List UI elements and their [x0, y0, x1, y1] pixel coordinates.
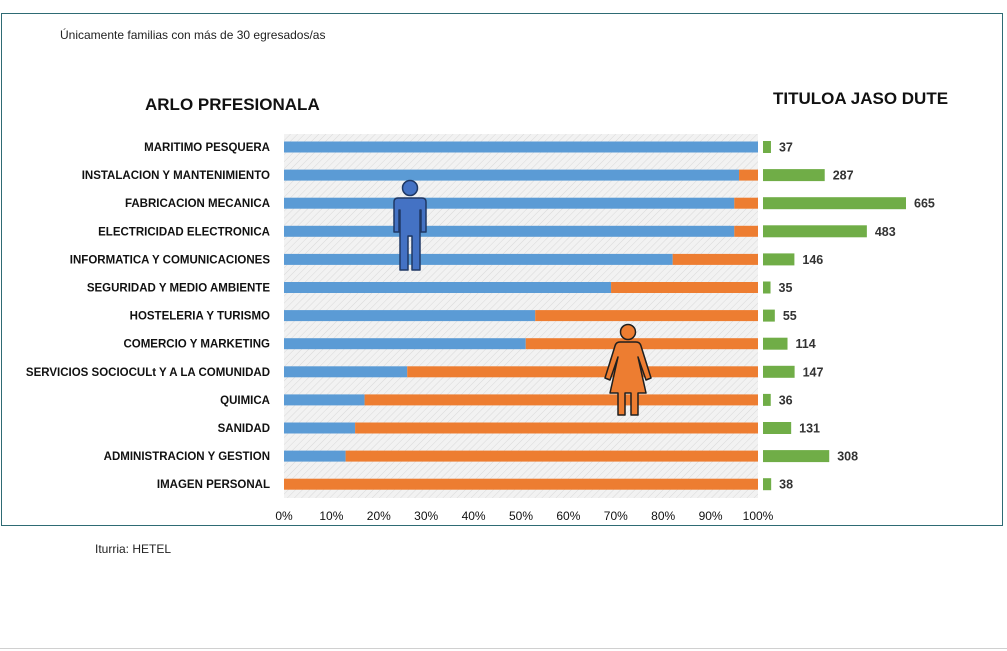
category-label: INFORMATICA Y COMUNICACIONES [70, 254, 271, 266]
total-bar [763, 393, 771, 406]
total-bar [763, 365, 795, 378]
female-bar [407, 366, 758, 378]
category-label: SANIDAD [218, 423, 270, 435]
category-label: ELECTRICIDAD ELECTRONICA [98, 226, 270, 238]
total-bar [763, 169, 825, 182]
left-chart-title: ARLO PRFESIONALA [145, 95, 320, 114]
category-label: INSTALACION Y MANTENIMIENTO [82, 170, 270, 182]
x-tick-label: 70% [604, 509, 628, 523]
total-value-label: 35 [779, 281, 793, 295]
total-bar [763, 422, 792, 434]
total-value-label: 55 [783, 309, 797, 323]
total-value-label: 483 [875, 225, 896, 239]
female-bar [734, 225, 758, 237]
female-person-icon [604, 323, 652, 416]
female-bar [364, 394, 758, 406]
x-tick-label: 90% [699, 509, 723, 523]
total-value-label: 37 [779, 141, 793, 155]
male-person-icon [393, 179, 427, 271]
total-value-label: 131 [799, 422, 820, 436]
x-tick-label: 60% [556, 509, 580, 523]
x-tick-label: 20% [367, 509, 391, 523]
divider [0, 648, 1007, 649]
total-value-label: 114 [796, 337, 816, 351]
x-tick-label: 30% [414, 509, 438, 523]
x-tick-label: 10% [319, 509, 343, 523]
total-bar [763, 253, 795, 266]
total-bar [763, 141, 771, 153]
total-bar [763, 450, 830, 463]
chart-note: Únicamente familias con más de 30 egresa… [60, 28, 326, 42]
total-bar [763, 225, 867, 238]
female-bar [535, 310, 758, 322]
total-value-label: 36 [779, 393, 793, 407]
total-bar [763, 337, 788, 350]
female-bar [345, 450, 758, 462]
x-tick-label: 40% [462, 509, 486, 523]
total-value-label: 147 [803, 365, 824, 379]
x-tick-label: 0% [275, 509, 293, 523]
male-bar [284, 422, 356, 434]
male-bar [284, 310, 536, 322]
male-bar [284, 282, 612, 293]
chart-frame [1, 13, 1003, 526]
category-label: FABRICACION MECANICA [125, 198, 270, 210]
right-chart-title: TITULOA JASO DUTE [773, 89, 949, 108]
female-bar [739, 169, 758, 181]
category-label: SERVICIOS SOCIOCULt Y A LA COMUNIDAD [26, 367, 270, 379]
total-value-label: 665 [914, 197, 935, 211]
male-bar [284, 197, 735, 209]
source-note: Iturria: HETEL [95, 542, 172, 556]
male-bar [284, 366, 408, 378]
x-tick-label: 50% [509, 509, 533, 523]
male-bar [284, 225, 735, 237]
female-bar [525, 338, 758, 350]
male-bar [284, 338, 526, 350]
category-label: HOSTELERIA Y TURISMO [130, 311, 270, 323]
total-value-label: 308 [837, 450, 858, 464]
x-tick-label: 80% [651, 509, 675, 523]
category-label: COMERCIO Y MARKETING [123, 339, 270, 351]
total-bar [763, 197, 906, 210]
female-bar [672, 253, 758, 265]
category-label: ADMINISTRACION Y GESTION [104, 451, 270, 463]
total-bar [763, 309, 775, 322]
category-label: SEGURIDAD Y MEDIO AMBIENTE [87, 283, 270, 295]
male-bar [284, 253, 673, 265]
male-bar [284, 450, 346, 462]
female-bar [355, 422, 758, 434]
category-label: QUIMICA [220, 395, 270, 407]
total-bar [763, 281, 771, 294]
male-bar [284, 394, 365, 406]
total-value-label: 287 [833, 169, 854, 183]
category-label: MARITIMO PESQUERA [144, 142, 270, 154]
female-bar [284, 478, 758, 490]
category-label: IMAGEN PERSONAL [157, 479, 270, 491]
x-tick-label: 100% [743, 509, 774, 523]
male-bar [284, 169, 740, 181]
female-bar [611, 282, 758, 293]
female-bar [734, 197, 758, 209]
male-bar [284, 141, 758, 153]
total-value-label: 38 [779, 478, 793, 492]
total-value-label: 146 [802, 253, 823, 267]
total-bar [763, 478, 772, 491]
